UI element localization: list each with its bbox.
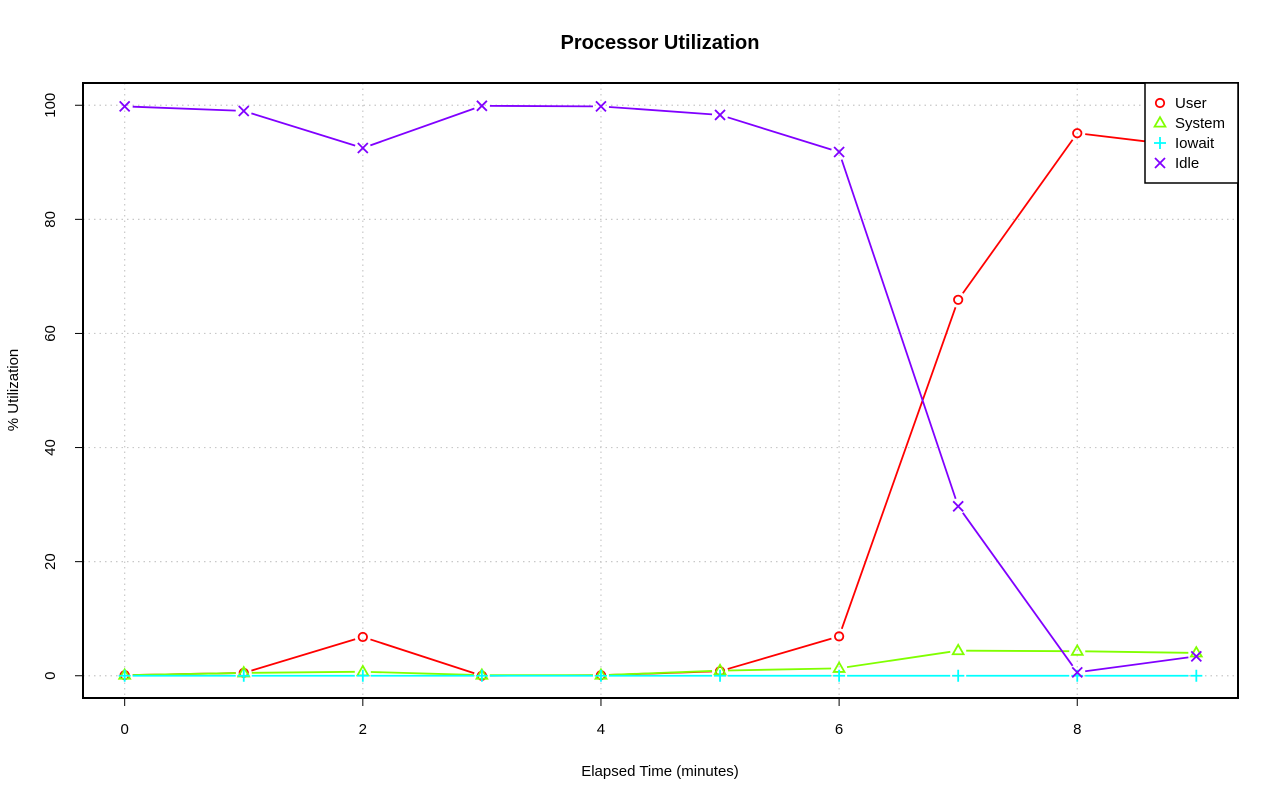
legend-item-user: User bbox=[1154, 95, 1207, 112]
series-iowait-point bbox=[594, 669, 607, 682]
legend-label-user: User bbox=[1175, 95, 1207, 112]
series-idle-point bbox=[1190, 650, 1202, 662]
y-tick-label: 40 bbox=[42, 439, 59, 456]
y-tick-label: 20 bbox=[42, 553, 59, 570]
series-system-segment bbox=[728, 667, 832, 672]
series-idle-point bbox=[357, 142, 369, 154]
gridlines bbox=[83, 83, 1238, 698]
legend-marker-user bbox=[1154, 97, 1166, 109]
series-system-segment bbox=[846, 650, 951, 669]
series-system-segment bbox=[370, 671, 474, 676]
series-user-point bbox=[953, 294, 964, 305]
series-user-point bbox=[357, 631, 368, 643]
series-iowait-point bbox=[1190, 669, 1203, 682]
series-idle-segment bbox=[608, 106, 713, 116]
series-idle-segment bbox=[251, 112, 356, 147]
series-user-point bbox=[834, 631, 845, 642]
series-iowait-point bbox=[714, 669, 727, 682]
series-idle-point bbox=[714, 109, 726, 121]
series-user-point bbox=[1072, 128, 1083, 139]
series-user bbox=[119, 128, 1202, 681]
series-user-segment bbox=[370, 638, 475, 675]
series-iowait-point bbox=[356, 669, 369, 682]
series-idle bbox=[119, 100, 1202, 678]
series-system-point bbox=[1070, 643, 1085, 656]
legend-item-iowait: Iowait bbox=[1154, 135, 1215, 152]
series-idle-point bbox=[595, 100, 607, 113]
series-system-segment bbox=[251, 670, 355, 674]
series-idle-point bbox=[119, 100, 131, 113]
series-idle-point bbox=[476, 100, 488, 112]
series-idle-segment bbox=[962, 512, 1074, 667]
series-idle-segment bbox=[370, 107, 475, 147]
series-idle-segment bbox=[727, 116, 832, 151]
series-iowait-point bbox=[475, 669, 488, 682]
series-iowait-point bbox=[118, 669, 131, 682]
y-tick-label: 0 bbox=[42, 672, 59, 680]
chart-title: Processor Utilization bbox=[561, 32, 760, 54]
series-user-segment bbox=[962, 139, 1074, 294]
series-system-point bbox=[951, 643, 966, 656]
series-idle-segment bbox=[840, 159, 957, 500]
legend-marker-iowait bbox=[1154, 137, 1166, 149]
x-tick-label: 6 bbox=[835, 721, 843, 738]
series-system-segment bbox=[608, 670, 713, 676]
x-tick-label: 2 bbox=[359, 721, 367, 738]
series-system-segment bbox=[1085, 650, 1189, 654]
series-system-segment bbox=[132, 672, 236, 676]
plot-frame bbox=[82, 82, 1239, 699]
legend: User System Iowait Idle bbox=[1144, 82, 1239, 184]
series-lines bbox=[117, 100, 1204, 682]
legend-marker-idle bbox=[1154, 157, 1166, 169]
legend-label-iowait: Iowait bbox=[1175, 135, 1215, 152]
x-tick-label: 4 bbox=[597, 721, 605, 738]
series-iowait bbox=[118, 669, 1203, 682]
series-user-segment bbox=[840, 307, 957, 630]
legend-marker-system bbox=[1153, 115, 1167, 128]
series-user-segment bbox=[251, 638, 356, 672]
x-tick-label: 0 bbox=[121, 721, 129, 738]
series-idle-point bbox=[1071, 666, 1083, 678]
series-iowait-point bbox=[833, 669, 846, 682]
series-idle-segment bbox=[132, 105, 236, 112]
series-iowait-point bbox=[237, 669, 250, 682]
y-tick-label: 60 bbox=[42, 325, 59, 342]
series-iowait-point bbox=[952, 669, 965, 682]
series-idle-point bbox=[952, 500, 964, 512]
series-system bbox=[117, 643, 1204, 680]
legend-item-idle: Idle bbox=[1154, 155, 1199, 172]
y-tick-label: 80 bbox=[42, 211, 59, 228]
series-idle-segment bbox=[1085, 656, 1189, 673]
x-tick-label: 8 bbox=[1073, 721, 1081, 738]
legend-label-idle: Idle bbox=[1175, 155, 1199, 172]
y-tick-label: 100 bbox=[42, 93, 59, 118]
series-user-segment bbox=[727, 637, 832, 670]
y-axis-label: % Utilization bbox=[5, 349, 22, 432]
legend-label-system: System bbox=[1175, 115, 1225, 132]
series-idle-point bbox=[833, 146, 845, 158]
legend-item-system: System bbox=[1153, 115, 1225, 132]
x-axis-label: Elapsed Time (minutes) bbox=[581, 763, 739, 780]
series-idle-point bbox=[238, 105, 250, 117]
